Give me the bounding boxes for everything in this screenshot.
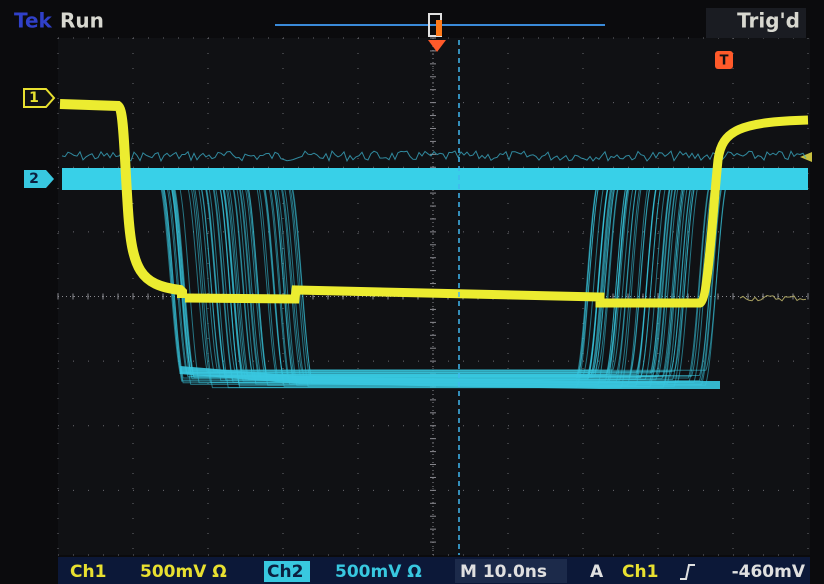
ch2-trace — [62, 179, 808, 378]
ch2-trace — [62, 179, 808, 374]
ch1-marker-label: 1 — [29, 90, 39, 106]
ch2-trace — [62, 179, 808, 376]
ch1-trace — [184, 115, 809, 308]
ch2-band-low — [179, 366, 720, 389]
trigger-mode: A — [590, 562, 604, 582]
trigger-level: -460mV — [732, 562, 806, 582]
trigger-point-marker — [428, 40, 446, 52]
slope-icon — [680, 564, 695, 580]
level-arrow — [800, 152, 812, 162]
timebase: M 10.0ns — [460, 562, 547, 582]
trigger-position — [436, 20, 442, 36]
ch2-trace — [62, 179, 808, 377]
ch2-band — [62, 168, 808, 190]
trigger-status: Trig'd — [737, 9, 800, 33]
ch2-marker-label: 2 — [29, 171, 39, 187]
ch2-marker — [24, 170, 54, 188]
ch2-label-box — [264, 561, 310, 582]
trigger-source: Ch1 — [622, 562, 658, 582]
ch1-trace — [59, 99, 187, 298]
run-status: Run — [60, 9, 104, 33]
brand: Tek — [14, 9, 53, 33]
ch1-noise — [739, 294, 807, 302]
trigger-marker-label: T — [720, 54, 729, 69]
ch2-trace — [62, 179, 808, 371]
ch1-scale: 500mV Ω — [140, 562, 227, 582]
ch2-trace — [62, 179, 808, 389]
ch2-label: Ch2 — [267, 562, 303, 582]
ch1-label: Ch1 — [70, 562, 106, 582]
ch2-scale: 500mV Ω — [335, 562, 422, 582]
trigger-level-marker — [715, 51, 733, 69]
trig-box — [706, 8, 806, 38]
timebase-box — [455, 559, 567, 583]
ch2-noise — [61, 150, 807, 163]
traces — [59, 99, 809, 389]
ch1-marker — [23, 88, 56, 108]
